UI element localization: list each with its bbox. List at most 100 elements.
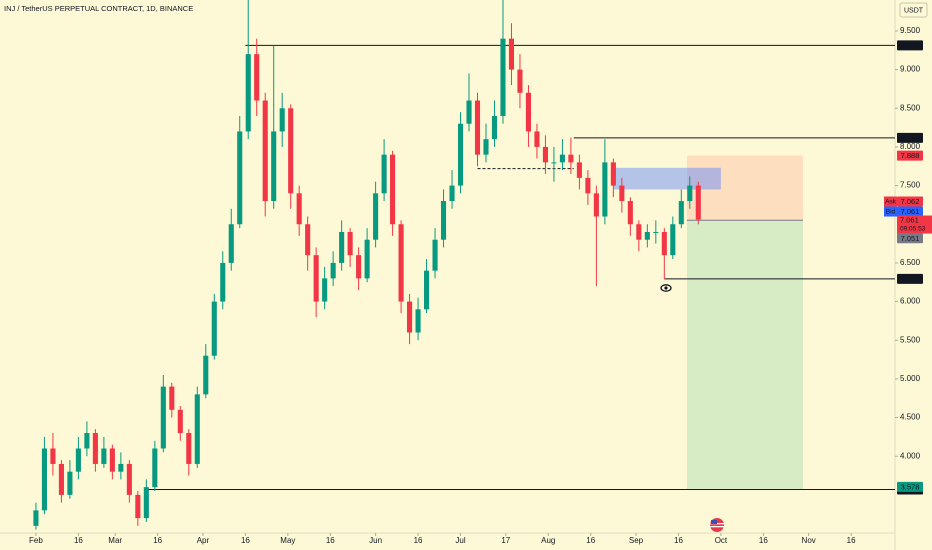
x-tick-label: Aug [541,536,555,545]
candle-body [41,448,47,511]
bid-name-bg [884,206,897,217]
candle-body [211,301,217,356]
candle-body [347,231,353,256]
y-tick-label: 4.000 [900,451,921,460]
candle-body [390,154,396,225]
ask-price-tag: 7.062 [901,197,920,206]
stop-zone [686,155,804,221]
x-tick-label: 16 [74,536,83,545]
candle-body [695,185,701,220]
candle-body [271,131,277,202]
y-tick-label: 7.500 [900,181,921,190]
candle-body [101,448,107,464]
candle-body [407,301,413,333]
candle-body [313,255,319,302]
candle-body [483,139,489,155]
candle-body [457,123,464,186]
candle-body [92,433,98,464]
candle-body [33,510,39,526]
y-tick-label: 6.000 [900,297,921,306]
x-tick-label: 16 [847,536,856,545]
stop-price-tag-bg [897,150,923,161]
candle-body [160,386,166,449]
candle-body [279,108,285,132]
candle-body [288,108,294,194]
x-tick-label: 16 [759,536,768,545]
y-tick-label: 9.000 [900,65,921,74]
candle-body [126,463,132,495]
candle-body [330,262,336,279]
candle-body [627,201,633,225]
flag-icon [710,518,724,532]
candle-body [508,38,515,70]
candle-body [474,100,481,155]
candle-body [373,193,379,240]
target-price-tag: 3.578 [901,482,920,491]
x-tick-label: Jun [369,536,382,545]
candle-body [610,162,616,186]
candle-body [593,193,599,217]
candle-body [75,448,81,472]
candle-body [525,92,531,132]
x-tick-label: 16 [586,536,595,545]
candle-body [661,231,667,256]
candle-body [228,224,234,263]
y-tick-label: 4.500 [900,413,921,422]
x-tick-label: Sep [629,536,644,545]
level-price-tag: 8.117 [901,133,919,142]
candle-body [339,231,345,263]
entry-price-tag: 7.051 [901,234,920,243]
candle-body [58,463,64,495]
stop-price-tag: 7.888 [901,151,920,160]
x-tick-label: Feb [29,536,43,545]
candle-body [254,54,260,101]
x-tick-label: Oct [715,536,728,545]
candle-body [186,433,192,464]
x-tick-label: 16 [674,536,683,545]
candle-body [466,100,472,124]
candle-body [237,131,243,225]
level-price-tag-bg [897,132,923,143]
candle-body [644,231,650,240]
x-tick-label: 16 [414,536,423,545]
candle-body [322,278,328,302]
y-tick-label: 6.500 [900,258,921,267]
bid-name: Bid [886,209,896,216]
candle-body [220,262,226,302]
candle-body [177,409,183,434]
candle-body [500,38,506,116]
candle-body [169,386,175,410]
candle-body [440,201,447,240]
last-price-bg [897,215,932,234]
candle-body [203,355,209,395]
x-tick-label: May [280,536,295,545]
candle-body [50,448,56,464]
candle-body [135,494,141,519]
currency-box[interactable] [899,2,928,18]
target-zone [686,220,804,489]
candle-body [542,146,548,163]
candle-body [653,231,659,233]
supply-zone [613,167,721,190]
candle-body [602,162,608,217]
y-tick-label: 8.500 [900,103,921,112]
y-tick-label: 5.500 [900,335,921,344]
level-price-tag: 9.313 [901,41,920,50]
candle-body [551,162,557,164]
candle-body [432,239,438,271]
candle-body [424,270,430,310]
candle-body [576,162,582,178]
bid-price-tag-bg [897,206,923,217]
candle-body [619,185,625,202]
candle-body [118,463,124,472]
candle-body [559,154,565,163]
candle-body [670,224,676,256]
candle-body [152,448,158,488]
candle-body [262,100,268,202]
ask-price-tag-bg [897,196,923,207]
candle-body [568,154,574,163]
candle-body [585,177,591,194]
candle-body [364,239,370,279]
currency: USDT [904,7,924,14]
candle-body [245,54,251,132]
